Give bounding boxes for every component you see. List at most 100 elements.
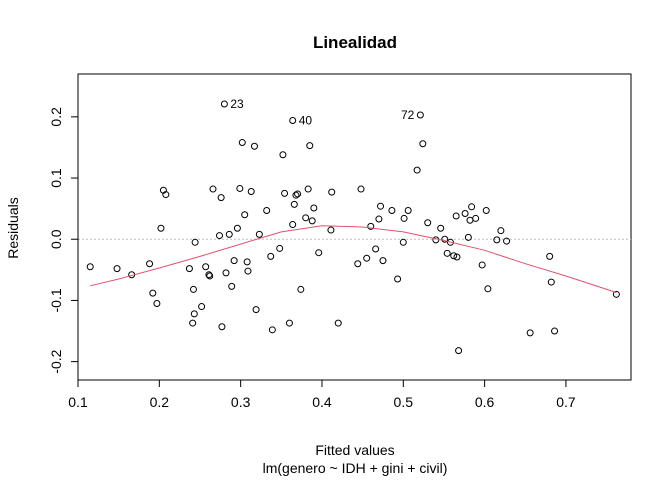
point-labels: 23 40 72 xyxy=(230,97,414,128)
data-point xyxy=(252,306,260,314)
data-point xyxy=(222,269,230,277)
data-point xyxy=(304,185,312,193)
data-point xyxy=(547,278,555,286)
data-point xyxy=(86,263,94,271)
y-tick-label: -0.1 xyxy=(48,288,64,312)
x-tick-label: 0.7 xyxy=(556,394,576,410)
data-point xyxy=(455,347,463,355)
data-point xyxy=(185,265,193,273)
data-point xyxy=(452,212,460,220)
data-point xyxy=(306,142,314,150)
data-point xyxy=(419,140,427,148)
data-point xyxy=(354,260,362,268)
data-point xyxy=(202,263,210,271)
data-point xyxy=(290,200,298,208)
data-point xyxy=(153,300,161,307)
data-point xyxy=(216,232,224,240)
data-point xyxy=(468,203,476,211)
data-point xyxy=(241,211,249,219)
data-point xyxy=(294,190,302,198)
x-tick-label: 0.5 xyxy=(394,394,414,410)
data-point xyxy=(388,206,396,214)
data-point xyxy=(400,214,408,222)
point-label: 40 xyxy=(299,114,313,128)
x-tick-label: 0.1 xyxy=(68,394,88,410)
data-point xyxy=(363,254,371,262)
data-point xyxy=(466,216,474,224)
data-point xyxy=(243,258,251,266)
data-point xyxy=(263,206,271,214)
data-point xyxy=(276,244,284,252)
data-point xyxy=(551,327,559,335)
data-point xyxy=(443,249,451,257)
data-point xyxy=(162,191,170,199)
data-point xyxy=(453,253,461,261)
data-point xyxy=(268,326,276,334)
data-point xyxy=(189,285,197,293)
data-point xyxy=(255,230,263,238)
data-point xyxy=(238,139,246,147)
smooth-line xyxy=(90,225,617,293)
data-point xyxy=(375,215,383,223)
data-point xyxy=(302,214,310,222)
data-point xyxy=(310,204,318,212)
data-point xyxy=(217,194,225,202)
data-point xyxy=(441,235,449,243)
x-axis: 0.1 0.2 0.3 0.4 0.5 0.6 0.7 xyxy=(68,379,576,410)
data-point xyxy=(289,117,297,125)
data-point xyxy=(279,151,287,159)
point-label: 72 xyxy=(401,108,415,122)
data-point xyxy=(198,303,206,311)
data-point xyxy=(146,260,154,268)
data-point xyxy=(372,245,380,253)
data-point xyxy=(424,219,432,227)
data-point xyxy=(218,323,226,331)
data-point xyxy=(236,184,244,192)
data-point xyxy=(379,257,387,265)
data-point xyxy=(377,202,385,210)
data-point xyxy=(267,252,275,260)
data-point xyxy=(450,252,458,260)
data-point xyxy=(157,224,165,232)
data-point xyxy=(191,238,199,246)
data-point xyxy=(464,233,472,241)
y-tick-label: -0.2 xyxy=(48,349,64,373)
data-point xyxy=(612,290,620,298)
x-tick-label: 0.6 xyxy=(475,394,495,410)
scatter-points xyxy=(86,100,620,355)
data-point xyxy=(526,329,534,337)
chart-title: Linealidad xyxy=(313,33,397,52)
data-point xyxy=(546,252,554,260)
data-point xyxy=(413,166,421,174)
point-label: 23 xyxy=(230,97,244,111)
data-point xyxy=(289,221,297,229)
data-point xyxy=(149,289,157,297)
y-axis: -0.2 -0.1 0.0 0.1 0.2 xyxy=(48,107,79,374)
data-point xyxy=(493,236,501,244)
x-tick-label: 0.2 xyxy=(150,394,170,410)
data-point xyxy=(399,238,407,246)
data-point xyxy=(503,237,511,245)
data-point xyxy=(482,206,490,214)
data-point xyxy=(334,319,342,327)
data-point xyxy=(228,282,236,290)
data-point xyxy=(206,272,214,280)
data-point xyxy=(497,227,505,235)
x-axis-subtitle: lm(genero ~ IDH + gini + civil) xyxy=(263,460,448,476)
data-point xyxy=(404,206,412,214)
data-point xyxy=(297,285,305,293)
data-point xyxy=(357,185,365,193)
data-point xyxy=(328,188,336,196)
data-point xyxy=(394,275,402,283)
y-tick-label: 0.0 xyxy=(48,229,64,249)
data-point xyxy=(189,319,197,327)
data-point xyxy=(484,285,492,293)
x-axis-label: Fitted values xyxy=(315,442,394,458)
data-point xyxy=(367,222,375,230)
data-point xyxy=(113,265,121,273)
data-point xyxy=(292,191,300,199)
data-point xyxy=(472,214,480,222)
data-point xyxy=(220,100,228,108)
data-point xyxy=(461,210,469,218)
